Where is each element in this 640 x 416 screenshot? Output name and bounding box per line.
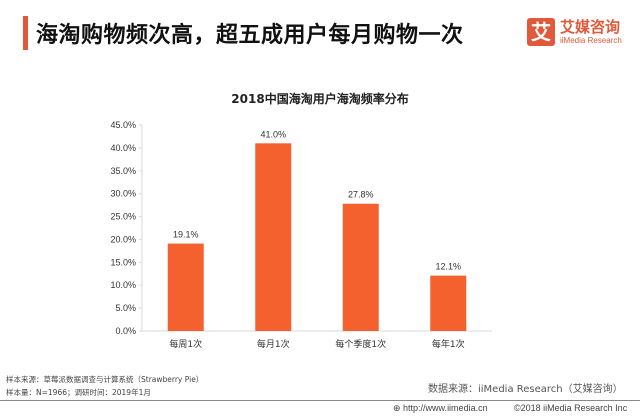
bar (255, 143, 292, 331)
footer-url-text[interactable]: http://www.iimedia.cn (403, 403, 488, 413)
y-tick-label: 40.0% (110, 143, 136, 153)
sample-size-note: 样本量：N=1966；调研时间：2019年1月 (6, 388, 151, 397)
bar (342, 203, 379, 331)
y-tick-label: 10.0% (110, 280, 136, 290)
iimedia-logo: 艾 艾媒咨询 iiMedia Research (527, 16, 637, 50)
category-label: 每年1次 (432, 338, 465, 350)
data-label: 27.8% (348, 190, 374, 200)
globe-icon: ⊕ (393, 403, 404, 413)
data-label: 12.1% (435, 262, 461, 272)
category-label: 每周1次 (169, 338, 202, 350)
y-tick-label: 20.0% (110, 234, 136, 244)
footer-url[interactable]: ⊕ http://www.iimedia.cn (393, 403, 488, 414)
logo-name-en: iiMedia Research (560, 36, 622, 45)
category-label: 每月1次 (257, 338, 290, 350)
footer-divider (0, 400, 640, 401)
bar (167, 243, 204, 331)
logo-name-cn: 艾媒咨询 (560, 18, 621, 36)
page-headline: 海淘购物频次高，超五成用户每月购物一次 (36, 23, 464, 48)
y-tick-label: 25.0% (110, 212, 136, 222)
y-tick-label: 35.0% (110, 166, 136, 176)
logo-mark-icon: 艾 (527, 18, 555, 46)
footer-copyright: ©2018 iiMedia Research Inc (514, 403, 628, 413)
category-label: 每个季度1次 (335, 338, 386, 350)
bar (430, 275, 467, 331)
headline-accent-bar (23, 16, 28, 50)
sample-source-note: 样本来源：草莓派数据调查与计算系统（Strawberry Pie） (6, 375, 204, 384)
y-tick-label: 45.0% (110, 120, 136, 130)
y-tick-label: 15.0% (110, 257, 136, 267)
data-label: 41.0% (260, 129, 286, 139)
data-label: 19.1% (173, 230, 199, 240)
y-tick-label: 5.0% (115, 303, 136, 313)
chart-title: 2018中国海淘用户海淘频率分布 (231, 92, 409, 106)
data-source: 数据来源：iiMedia Research（艾媒咨询） (428, 384, 623, 395)
y-tick-label: 0.0% (115, 326, 136, 336)
y-tick-label: 30.0% (110, 189, 136, 199)
